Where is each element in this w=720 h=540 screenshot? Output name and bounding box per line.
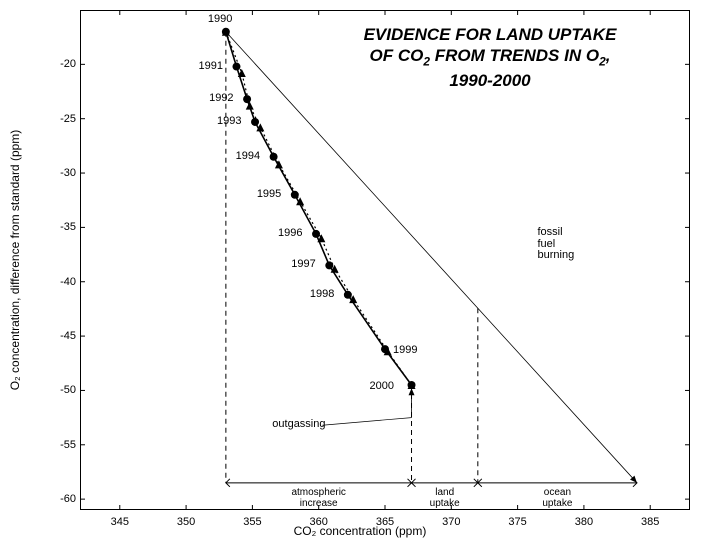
year-label: 1997 [291, 259, 315, 271]
bracket-label: atmosphericincrease [291, 487, 345, 509]
xtick-label: 350 [177, 516, 195, 528]
bracket-label: oceanuptake [542, 487, 572, 509]
ytick-label: -25 [46, 113, 76, 125]
figure-title: EVIDENCE FOR LAND UPTAKEOF CO2 FROM TREN… [290, 24, 690, 91]
year-label: 1990 [208, 14, 232, 26]
ytick-label: -40 [46, 276, 76, 288]
ytick-label: -55 [46, 439, 76, 451]
ytick-label: -30 [46, 167, 76, 179]
xtick-label: 370 [442, 516, 460, 528]
y-axis-label: O₂ concentration, difference from standa… [8, 130, 22, 391]
figure-container: { "title_html": "EVIDENCE FOR LAND UPTAK… [0, 0, 720, 540]
ytick-label: -20 [46, 58, 76, 70]
xtick-label: 345 [111, 516, 129, 528]
xtick-label: 365 [376, 516, 394, 528]
fossil-label: fossilfuelburning [538, 227, 575, 262]
year-label: 1993 [217, 116, 241, 128]
year-label: 2000 [370, 381, 394, 393]
year-label: 1994 [236, 151, 260, 163]
year-label: 1996 [278, 228, 302, 240]
outgassing-label: outgassing [272, 419, 325, 431]
xtick-label: 375 [508, 516, 526, 528]
year-label: 1992 [209, 93, 233, 105]
year-label: 1999 [393, 345, 417, 357]
ytick-label: -45 [46, 330, 76, 342]
year-label: 1998 [310, 289, 334, 301]
bracket-label: landuptake [430, 487, 460, 509]
xtick-label: 355 [243, 516, 261, 528]
year-label: 1995 [257, 189, 281, 201]
ytick-label: -60 [46, 493, 76, 505]
xtick-label: 360 [310, 516, 328, 528]
year-label: 1991 [198, 61, 222, 73]
x-axis-label: CO₂ concentration (ppm) [0, 524, 720, 538]
ytick-label: -50 [46, 384, 76, 396]
xtick-label: 385 [641, 516, 659, 528]
xtick-label: 380 [575, 516, 593, 528]
ytick-label: -35 [46, 221, 76, 233]
